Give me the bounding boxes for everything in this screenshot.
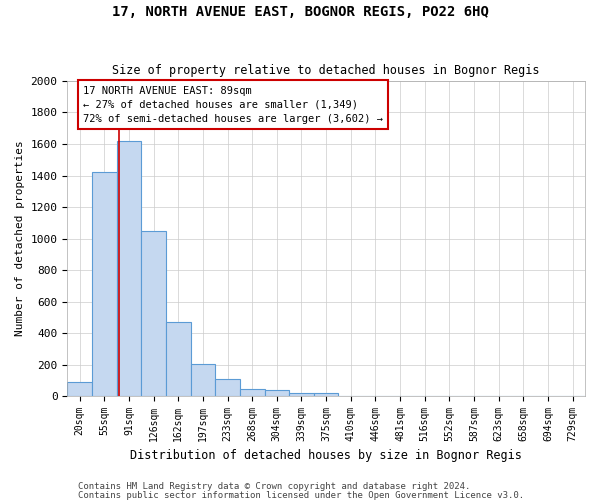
Bar <box>314 393 338 396</box>
Text: 17 NORTH AVENUE EAST: 89sqm
← 27% of detached houses are smaller (1,349)
72% of : 17 NORTH AVENUE EAST: 89sqm ← 27% of det… <box>83 86 383 124</box>
Text: 17, NORTH AVENUE EAST, BOGNOR REGIS, PO22 6HQ: 17, NORTH AVENUE EAST, BOGNOR REGIS, PO2… <box>112 5 488 19</box>
Bar <box>116 141 141 396</box>
Bar <box>141 230 166 396</box>
Bar <box>67 382 92 396</box>
Bar <box>289 393 314 396</box>
Bar <box>215 379 240 396</box>
Text: Contains HM Land Registry data © Crown copyright and database right 2024.: Contains HM Land Registry data © Crown c… <box>78 482 470 491</box>
Y-axis label: Number of detached properties: Number of detached properties <box>15 140 25 336</box>
Title: Size of property relative to detached houses in Bognor Regis: Size of property relative to detached ho… <box>112 64 540 77</box>
Bar <box>92 172 116 396</box>
Text: Contains public sector information licensed under the Open Government Licence v3: Contains public sector information licen… <box>78 490 524 500</box>
Bar <box>240 389 265 396</box>
Bar <box>191 364 215 396</box>
Bar <box>265 390 289 396</box>
Bar <box>166 322 191 396</box>
X-axis label: Distribution of detached houses by size in Bognor Regis: Distribution of detached houses by size … <box>130 450 522 462</box>
